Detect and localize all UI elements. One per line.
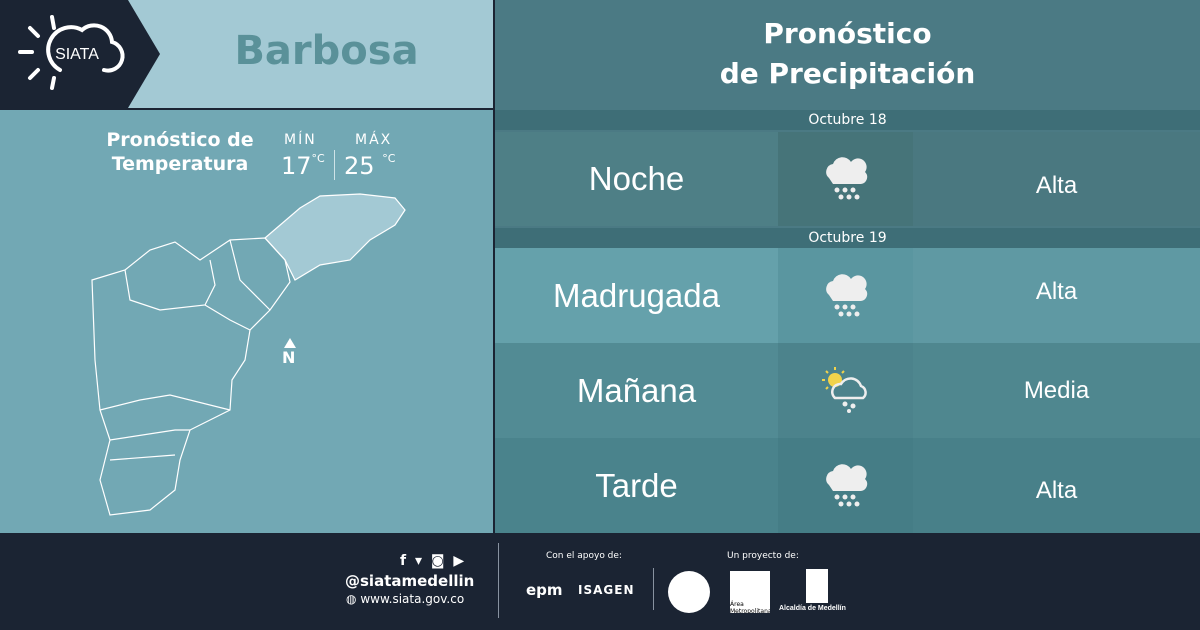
date-header: Octubre 18 <box>495 110 1200 130</box>
period-label: Madrugada <box>495 248 778 343</box>
precipitation-title: Pronóstico de Precipitación <box>719 17 976 90</box>
heavy-rain-cloud-icon <box>825 463 867 506</box>
forecast-row: Noche Alta <box>495 132 1200 226</box>
forecast-row: Mañana Media <box>495 343 1200 438</box>
globe-icon: ◍ <box>346 592 357 606</box>
sun-cloud-logo-icon: SIATA <box>18 15 125 90</box>
map-panel: N <box>0 110 493 533</box>
min-temp: 17°C <box>281 152 325 180</box>
north-label: N <box>282 348 296 367</box>
siata-logo: SIATA <box>0 0 160 108</box>
date-header: Octubre 19 <box>495 228 1200 248</box>
support-label: Con el apoyo de: <box>546 551 622 561</box>
social-handle[interactable]: @siatamedellin <box>345 572 475 590</box>
heavy-rain-cloud-icon <box>825 273 867 316</box>
isagen-logo: ISAGEN <box>578 583 635 597</box>
min-label: MÍN <box>284 132 317 148</box>
precipitation-level: Alta <box>913 248 1200 343</box>
social-icons[interactable]: f ▾ ◙ ▶ <box>400 553 467 569</box>
divider <box>498 543 499 618</box>
temperature-title: Pronóstico de Temperatura <box>106 129 254 175</box>
footer: f ▾ ◙ ▶ @siatamedellin ◍ www.siata.gov.c… <box>0 533 1200 630</box>
heavy-rain-cloud-icon <box>825 157 867 200</box>
precipitation-level: Alta <box>913 132 1200 226</box>
antioquia-seal-logo <box>668 571 710 613</box>
alcaldia-crest-logo <box>806 569 828 603</box>
forecast-row: Tarde Alta <box>495 438 1200 533</box>
precipitation-level: Alta <box>913 438 1200 533</box>
area-metropolitana-logo: Área Metropolitana <box>730 571 770 613</box>
sun-cloud-rain-icon <box>820 365 867 414</box>
temp-divider <box>334 150 335 180</box>
period-label: Tarde <box>495 438 778 533</box>
alcaldia-logo-text: Alcaldía de Medellín <box>779 605 846 612</box>
svg-text:SIATA: SIATA <box>55 46 99 63</box>
project-label: Un proyecto de: <box>727 551 799 561</box>
city-name: Barbosa <box>234 28 419 74</box>
forecast-row: Madrugada Alta <box>495 248 1200 343</box>
period-label: Noche <box>495 132 778 226</box>
max-temp: 25 °C <box>344 152 396 180</box>
map-region-highlight <box>264 193 406 281</box>
precipitation-level: Media <box>913 343 1200 438</box>
period-label: Mañana <box>495 343 778 438</box>
municipality-map <box>91 193 406 516</box>
divider <box>653 568 654 610</box>
max-label: MÁX <box>355 132 393 148</box>
north-arrow-icon <box>284 338 296 348</box>
epm-logo: epm <box>526 581 563 599</box>
website-link[interactable]: ◍ www.siata.gov.co <box>346 592 465 606</box>
